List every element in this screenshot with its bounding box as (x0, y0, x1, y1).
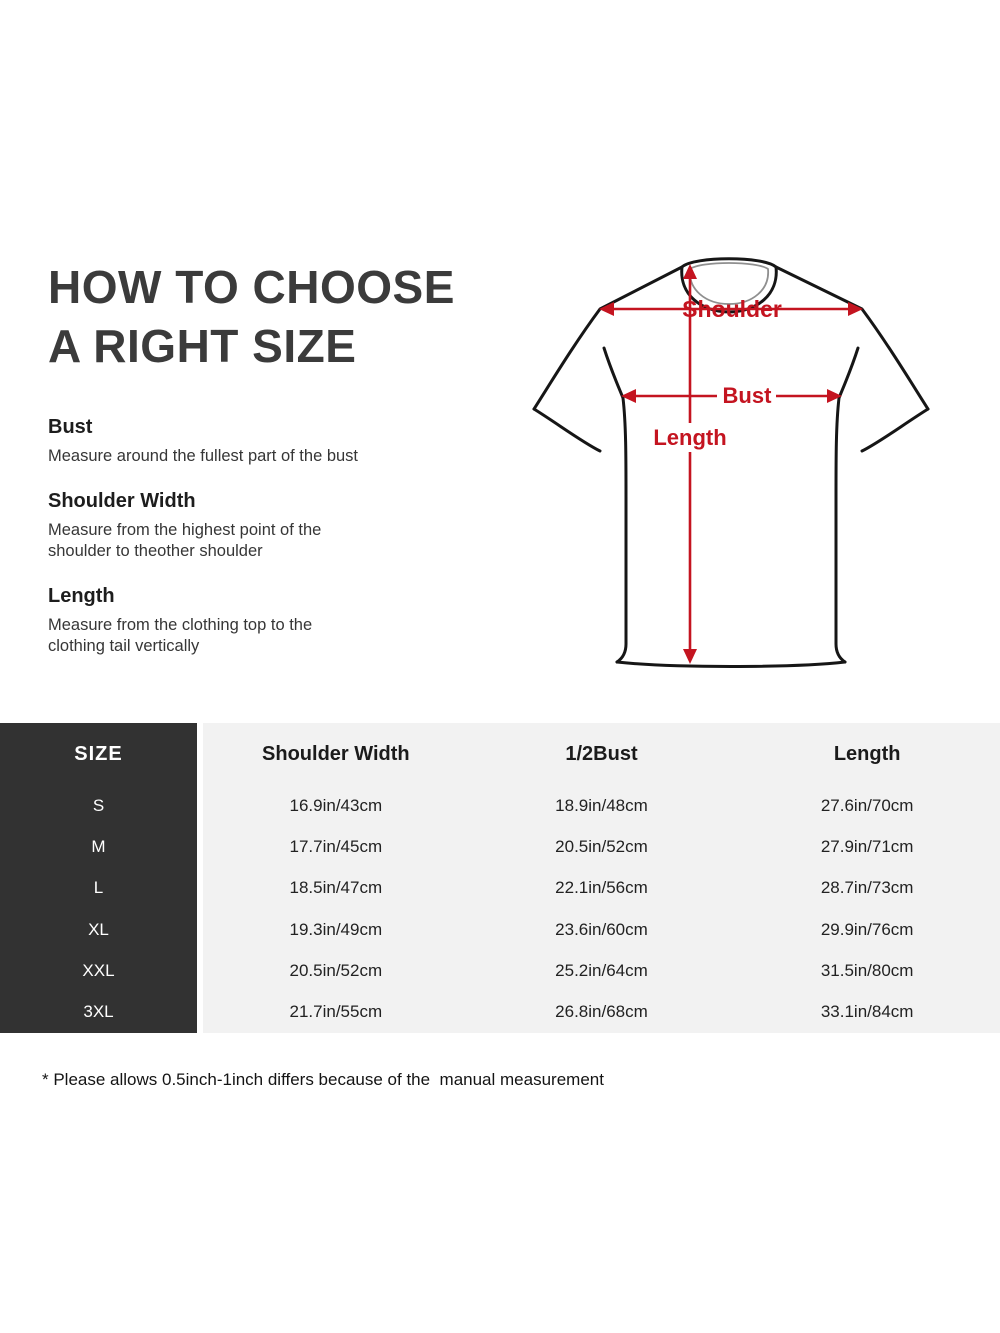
instruction-text: shoulder to theother shoulder (48, 542, 263, 560)
page-title-line-2: A RIGHT SIZE (48, 320, 357, 372)
table-cell: 16.9in/43cm (289, 795, 383, 815)
bust-arrow-label: Bust (723, 383, 773, 408)
table-cell: 17.7in/45cm (289, 836, 383, 856)
column-header-half-bust: 1/2Bust (565, 742, 638, 765)
table-cell: 28.7in/73cm (820, 878, 914, 898)
column-header-length: Length (833, 742, 901, 765)
table-cell: 27.6in/70cm (820, 795, 914, 815)
instruction-text: clothing tail vertically (48, 637, 200, 655)
table-cell: 23.6in/60cm (555, 919, 648, 939)
length-arrow (683, 264, 697, 664)
instruction-text: Measure around the fullest part of the b… (48, 447, 359, 465)
table-cell: 20.5in/52cm (289, 960, 383, 980)
size-label-m: M (91, 836, 106, 856)
size-column-header: SIZE (74, 742, 123, 765)
instruction-text: Measure from the clothing top to the (48, 616, 313, 634)
table-cell: 29.9in/76cm (820, 919, 914, 939)
size-label-3xl: 3XL (83, 1002, 114, 1022)
tshirt-diagram-svg: Shoulder Bust Length (532, 257, 930, 668)
shoulder-arrow (599, 302, 863, 316)
table-cell: 31.5in/80cm (820, 960, 914, 980)
length-arrow-label: Length (653, 425, 726, 450)
instruction-bust: Bust Measure around the fullest part of … (48, 415, 478, 467)
table-cell: 21.7in/55cm (289, 1002, 383, 1022)
size-label-s: S (92, 795, 105, 815)
size-table-size-column: SIZE S M L XL XXL 3XL (0, 723, 197, 1033)
table-cell: 18.5in/47cm (289, 878, 383, 898)
table-cell: 18.9in/48cm (555, 795, 648, 815)
size-table: SIZE S M L XL XXL 3XL Shoulder Width 1/2… (0, 723, 1000, 1033)
bust-arrow (621, 389, 842, 403)
instruction-heading: Bust (48, 416, 93, 438)
size-label-l: L (93, 878, 104, 898)
instruction-shoulder-width: Shoulder Width Measure from the highest … (48, 489, 478, 562)
instruction-heading: Shoulder Width (48, 490, 196, 512)
instruction-length: Length Measure from the clothing top to … (48, 584, 478, 657)
table-cell: 20.5in/52cm (555, 836, 648, 856)
page-title: HOW TO CHOOSE A RIGHT SIZE (48, 258, 455, 376)
table-cell: 25.2in/64cm (555, 960, 648, 980)
instruction-heading: Length (48, 585, 115, 607)
measurement-disclaimer: * Please allows 0.5inch-1inch differs be… (42, 1070, 604, 1089)
column-header-shoulder-width: Shoulder Width (262, 742, 410, 765)
measurement-instructions: Bust Measure around the fullest part of … (48, 415, 478, 679)
tshirt-outline-icon (532, 257, 930, 668)
page-title-line-1: HOW TO CHOOSE (48, 261, 455, 313)
size-label-xxl: XXL (82, 960, 115, 980)
table-cell: 19.3in/49cm (289, 919, 383, 939)
size-label-xl: XL (88, 919, 109, 939)
table-cell: 22.1in/56cm (555, 878, 648, 898)
tshirt-measurement-diagram: Shoulder Bust Length (510, 252, 950, 682)
shoulder-arrow-label: Shoulder (682, 296, 782, 322)
instruction-text: Measure from the highest point of the (48, 521, 322, 539)
table-cell: 27.9in/71cm (820, 836, 914, 856)
size-table-values-panel: Shoulder Width 1/2Bust Length 16.9in/43c… (203, 723, 1000, 1033)
table-cell: 26.8in/68cm (555, 1002, 648, 1022)
table-cell: 33.1in/84cm (820, 1002, 914, 1022)
